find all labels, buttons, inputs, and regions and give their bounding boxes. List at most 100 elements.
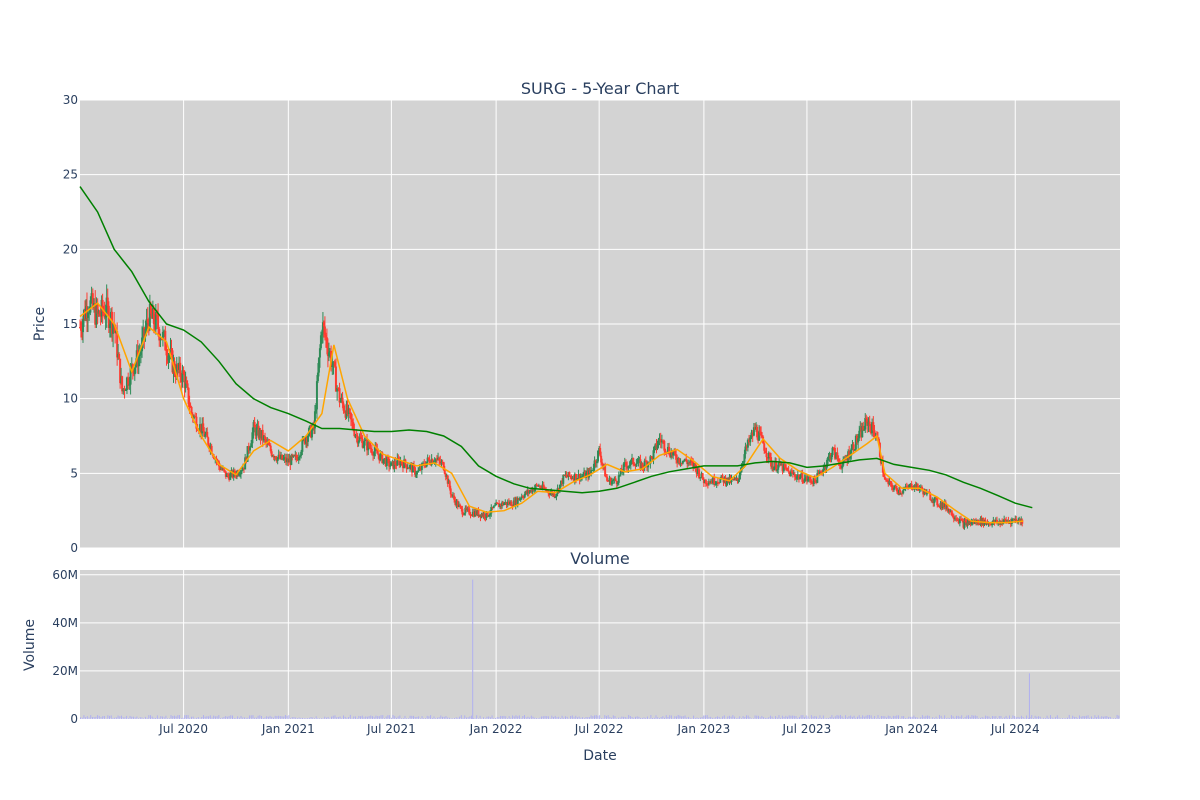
candle-body: [109, 311, 112, 325]
volume-bar: [845, 715, 847, 719]
candle-body: [491, 507, 494, 509]
candle-body: [349, 412, 352, 420]
candle-body: [767, 452, 770, 459]
candle-body: [413, 465, 416, 468]
candle-body: [784, 464, 787, 468]
candle-body: [461, 508, 464, 515]
volume-bar: [1090, 716, 1092, 719]
candle-body: [908, 484, 911, 488]
volume-bar: [925, 715, 927, 719]
volume-bar: [1019, 717, 1021, 719]
volume-bar: [938, 714, 940, 719]
volume-bar: [909, 716, 911, 719]
candle-body: [373, 451, 376, 456]
candle-body: [116, 330, 119, 358]
volume-bar: [209, 715, 211, 719]
volume-bar: [401, 718, 403, 719]
candle-body: [936, 498, 939, 506]
volume-bar: [805, 715, 807, 719]
candle-body: [799, 476, 802, 480]
candle-body: [265, 438, 268, 443]
candle-body: [873, 430, 876, 438]
volume-bar: [438, 717, 440, 719]
volume-bar: [853, 715, 855, 719]
candle-body: [850, 448, 853, 456]
candle-body: [826, 458, 829, 465]
candle-body: [398, 459, 401, 466]
volume-bar: [498, 717, 500, 719]
candle-body: [699, 477, 702, 479]
candle-body: [891, 487, 894, 490]
volume-bar: [141, 717, 143, 719]
candle-body: [805, 476, 808, 481]
volume-bar: [366, 716, 368, 719]
volume-bar: [1061, 718, 1063, 719]
candle-body: [278, 454, 281, 459]
candle-body: [684, 458, 687, 461]
x-tick-label: Jul 2022: [574, 722, 624, 736]
candle-body: [858, 430, 861, 439]
volume-bar: [585, 716, 587, 719]
volume-bar: [150, 715, 152, 719]
candle-body: [185, 380, 188, 384]
candle-body: [248, 447, 251, 451]
candle-body: [486, 511, 489, 517]
volume-bar: [291, 717, 293, 719]
volume-bar: [915, 717, 917, 719]
candle-body: [472, 511, 475, 517]
candle-body: [348, 408, 351, 413]
candle-body: [298, 455, 301, 457]
candle-body: [797, 474, 800, 480]
candle-body: [403, 459, 406, 469]
volume-bar: [471, 715, 473, 719]
candle-body: [386, 457, 389, 459]
candle-body: [768, 452, 771, 458]
candle-body: [354, 435, 357, 437]
candle-body: [276, 457, 279, 461]
volume-bar: [937, 718, 939, 719]
candle-body: [796, 474, 799, 477]
volume-bar: [689, 717, 691, 719]
volume-bar: [648, 718, 650, 719]
volume-bar: [877, 715, 879, 719]
volume-bar: [517, 716, 519, 719]
volume-bar: [156, 715, 158, 719]
candle-body: [149, 303, 152, 314]
volume-bar: [995, 716, 997, 719]
volume-bar: [950, 715, 952, 719]
volume-bar: [786, 716, 788, 719]
candle-body: [281, 454, 284, 460]
candle-body: [251, 432, 254, 444]
candle-body: [338, 388, 341, 403]
candle-body: [1005, 519, 1008, 522]
candle-body: [321, 322, 324, 334]
candle-body: [678, 458, 681, 464]
volume-bar: [983, 717, 985, 719]
volume-bars: [80, 579, 1120, 719]
volume-bar: [916, 717, 918, 719]
volume-bar: [423, 718, 425, 719]
candle-body: [306, 436, 309, 442]
candle-body: [961, 519, 964, 521]
volume-bar: [945, 718, 947, 719]
candle-body: [290, 455, 293, 465]
candle-body: [613, 478, 616, 481]
volume-bar: [515, 715, 517, 719]
candle-body: [668, 446, 671, 455]
volume-bar: [129, 715, 131, 719]
volume-bar: [372, 716, 374, 719]
candle-body: [836, 452, 839, 459]
volume-bar: [974, 715, 976, 719]
candle-body: [351, 419, 354, 423]
candle-body: [851, 444, 854, 449]
volume-bar: [430, 715, 432, 719]
candle-body: [492, 506, 495, 509]
volume-bar: [646, 716, 648, 719]
volume-bar: [623, 716, 625, 719]
candle-body: [882, 472, 885, 477]
candle-body: [909, 483, 912, 485]
volume-bar: [831, 715, 833, 719]
candle-body: [736, 478, 739, 481]
candle-body: [431, 459, 434, 464]
candle-body: [852, 444, 855, 451]
